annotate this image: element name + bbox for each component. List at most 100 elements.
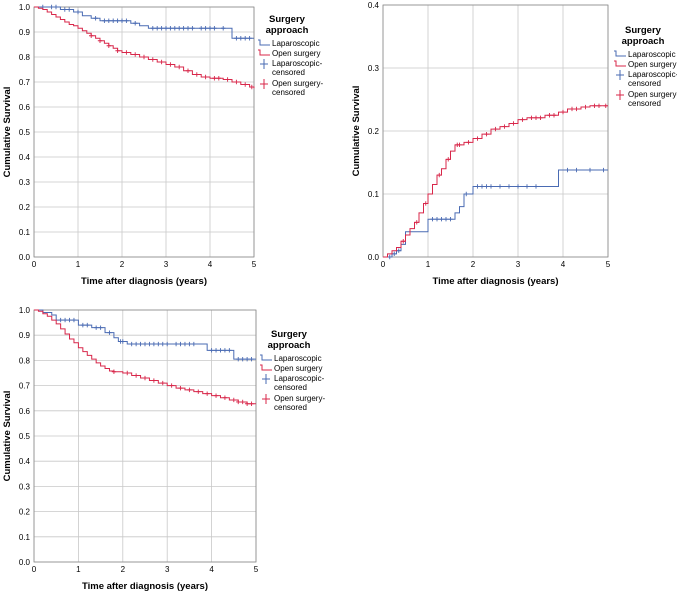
censor-mark: [497, 184, 503, 189]
censor-mark: [67, 317, 72, 323]
censor-mark: [475, 184, 480, 189]
censor-mark: [191, 341, 197, 347]
censor-mark: [106, 43, 111, 48]
censor-mark: [151, 378, 157, 383]
legend-label: censored: [274, 403, 307, 412]
censor-mark: [97, 38, 103, 43]
censor-mark: [160, 380, 165, 386]
legend-title-line: approach: [622, 36, 665, 47]
legend-label: censored: [272, 88, 305, 97]
censor-mark: [115, 48, 120, 53]
censor-mark: [249, 356, 254, 362]
y-tick-label: 0.6: [19, 407, 31, 416]
censor-mark: [93, 16, 98, 21]
y-tick-label: 0.0: [368, 253, 380, 262]
censor-mark: [213, 393, 219, 398]
censor-mark: [185, 26, 191, 31]
x-tick-label: 2: [471, 260, 476, 269]
y-tick-label: 0.1: [19, 533, 31, 542]
y-tick-label: 0.0: [19, 558, 31, 567]
legend-swatch: [260, 59, 268, 69]
x-tick-label: 2: [120, 260, 125, 269]
y-tick-label: 0.5: [19, 128, 31, 137]
censor-mark: [85, 322, 90, 328]
y-tick-label: 0.3: [368, 64, 380, 73]
legend-title-line: approach: [266, 25, 309, 36]
x-tick-label: 2: [121, 565, 126, 574]
legend-label: Open surgery: [274, 364, 322, 373]
censor-mark: [475, 136, 480, 141]
y-tick-label: 0.8: [19, 356, 31, 365]
gridlines: [33, 309, 257, 563]
legend-label: Laparoscopic-: [272, 59, 323, 68]
x-axis-title: Time after diagnosis (years): [81, 276, 207, 287]
censor-mark: [506, 184, 512, 189]
censor-mark: [159, 26, 164, 31]
y-tick-label: 0.4: [19, 153, 31, 162]
censor-mark: [414, 220, 419, 225]
chart-1: 0 1 2 3 4 5 0.0 0.1 0.2 0.3 0.4 0.5 0.6 0.7 0.8 0.9 1.0 T…: [2, 3, 323, 287]
censor-mark: [133, 21, 138, 26]
legend-label: censored: [274, 383, 307, 392]
censor-mark: [574, 167, 579, 173]
y-axis-title: Cumulative Survival: [2, 87, 13, 178]
censor-mark: [218, 348, 223, 353]
legend-title-line: approach: [268, 340, 311, 351]
legend-label: Laparoscopic: [274, 354, 322, 363]
censor-mark: [111, 18, 116, 23]
censor-mark: [443, 217, 449, 222]
censor-mark: [596, 103, 602, 108]
censor-mark: [178, 341, 183, 347]
censor-mark: [107, 330, 112, 335]
legend-title-line: Surgery: [625, 25, 662, 36]
censor-mark: [133, 52, 138, 57]
censor-mark: [231, 397, 236, 403]
censor-mark: [142, 341, 148, 347]
legend-swatch: [614, 50, 626, 57]
x-tick-label: 3: [516, 260, 521, 269]
y-tick-label: 0.9: [19, 331, 31, 340]
y-axis-title: Cumulative Survival: [351, 86, 362, 177]
censor-mark: [221, 26, 226, 31]
x-tick-label: 1: [76, 260, 81, 269]
censor-mark: [574, 106, 579, 112]
legend-label: Open surgery: [272, 49, 320, 58]
legend-title-line: Surgery: [269, 14, 306, 25]
plot-frame: [33, 6, 255, 258]
legend-label: Laparoscopic: [272, 39, 320, 48]
censor-mark: [244, 356, 250, 362]
censor-mark: [98, 325, 103, 330]
censor-mark: [249, 84, 254, 90]
censor-mark: [156, 341, 161, 347]
censor-mark: [423, 201, 428, 206]
legend-label: Open surgery-: [272, 79, 323, 88]
censor-mark: [533, 184, 539, 189]
censor-mark: [529, 115, 534, 120]
censor-mark: [80, 322, 86, 328]
censor-mark: [583, 104, 588, 110]
censor-mark: [538, 115, 543, 120]
censor-mark: [238, 36, 243, 41]
censor-mark: [225, 77, 230, 82]
censor-mark: [120, 339, 125, 344]
x-axis-title: Time after diagnosis (years): [432, 276, 558, 287]
censor-mark: [502, 124, 507, 129]
censor-mark: [212, 26, 217, 31]
survival-step-line: [34, 6, 254, 39]
legend-swatch: [260, 354, 272, 361]
censor-mark: [138, 341, 143, 347]
censor-mark: [181, 26, 186, 31]
censor-mark: [142, 375, 148, 381]
censor-mark: [196, 389, 201, 394]
plot-frame: [382, 4, 609, 258]
x-tick-label: 0: [381, 260, 386, 269]
survival-step-line: [383, 105, 608, 258]
censor-mark: [547, 113, 552, 118]
y-tick-label: 0.5: [19, 432, 31, 441]
censor-mark: [133, 341, 139, 347]
censor-mark: [147, 341, 152, 347]
censor-mark: [178, 385, 183, 391]
censor-mark: [119, 18, 125, 23]
legend-label: Laparoscopic-: [274, 374, 325, 383]
